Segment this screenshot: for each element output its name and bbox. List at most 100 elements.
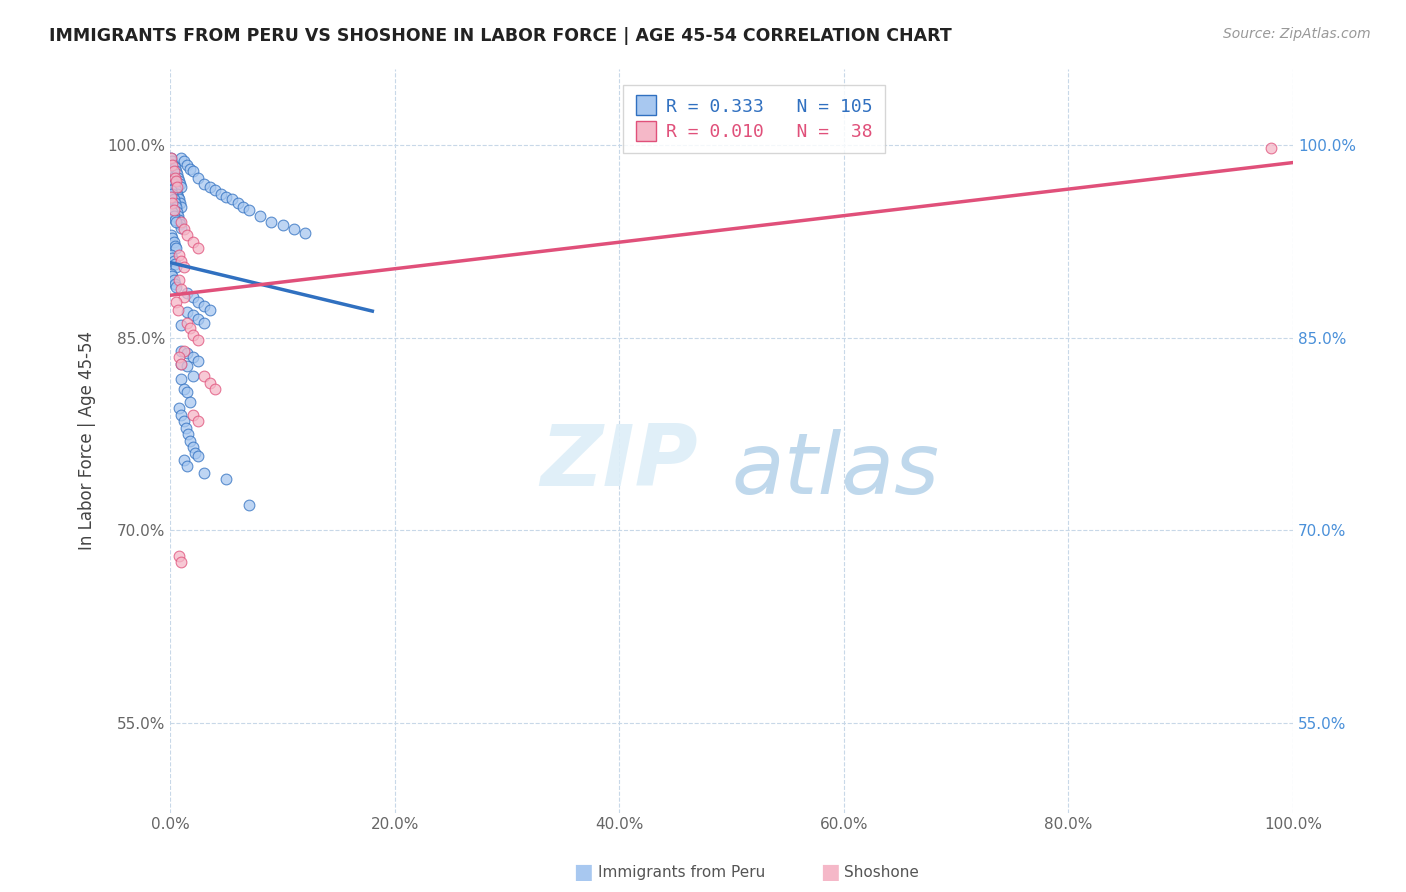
- Point: [204, 183, 226, 197]
- Point: [173, 414, 195, 428]
- Point: [162, 269, 184, 284]
- Point: [165, 200, 187, 214]
- Point: [226, 196, 249, 211]
- Point: [179, 395, 201, 409]
- Point: [193, 177, 215, 191]
- Point: [181, 328, 204, 343]
- Point: [294, 226, 316, 240]
- Point: [163, 256, 186, 270]
- Point: [163, 277, 186, 291]
- Point: [167, 302, 190, 317]
- Point: [162, 205, 184, 219]
- Point: [166, 205, 188, 219]
- Point: [193, 466, 215, 480]
- Point: [167, 549, 190, 563]
- Point: [162, 174, 184, 188]
- Point: [162, 187, 184, 202]
- Point: [176, 316, 198, 330]
- Point: [170, 357, 193, 371]
- Point: [204, 382, 226, 396]
- Point: [162, 196, 184, 211]
- Point: [162, 235, 184, 249]
- Point: [170, 200, 193, 214]
- Point: [163, 196, 186, 211]
- Point: [181, 290, 204, 304]
- Point: [162, 202, 184, 217]
- Point: [181, 408, 204, 422]
- Point: [187, 354, 209, 368]
- Point: [170, 408, 193, 422]
- Point: [167, 273, 190, 287]
- Point: [166, 167, 188, 181]
- Point: [162, 209, 184, 223]
- Point: [193, 369, 215, 384]
- Point: [181, 440, 204, 454]
- Point: [173, 260, 195, 275]
- Point: [179, 434, 201, 448]
- Point: [176, 228, 198, 243]
- Point: [163, 170, 186, 185]
- Point: [173, 343, 195, 358]
- Point: [165, 279, 187, 293]
- Point: [165, 260, 187, 275]
- Point: [160, 267, 183, 281]
- Point: [165, 295, 187, 310]
- Point: [160, 190, 183, 204]
- Point: [176, 459, 198, 474]
- Point: [162, 193, 184, 207]
- Point: [170, 254, 193, 268]
- Point: [160, 183, 183, 197]
- Point: [165, 164, 187, 178]
- Point: [166, 179, 188, 194]
- Point: [209, 187, 232, 202]
- Point: [238, 202, 260, 217]
- Point: [162, 254, 184, 268]
- Point: [181, 164, 204, 178]
- Point: [184, 446, 207, 460]
- Point: [170, 343, 193, 358]
- Text: ZIP: ZIP: [540, 421, 697, 504]
- Point: [198, 376, 221, 390]
- Text: ■: ■: [820, 863, 839, 882]
- Point: [170, 555, 193, 569]
- Text: Source: ZipAtlas.com: Source: ZipAtlas.com: [1223, 27, 1371, 41]
- Point: [173, 153, 195, 168]
- Point: [162, 177, 184, 191]
- Point: [215, 472, 238, 486]
- Point: [193, 299, 215, 313]
- Point: [162, 158, 184, 172]
- Point: [169, 217, 191, 231]
- Point: [173, 222, 195, 236]
- Point: [198, 302, 221, 317]
- Text: ■: ■: [574, 863, 593, 882]
- Point: [176, 158, 198, 172]
- Point: [163, 213, 186, 227]
- Point: [221, 193, 243, 207]
- Text: IMMIGRANTS FROM PERU VS SHOSHONE IN LABOR FORCE | AGE 45-54 CORRELATION CHART: IMMIGRANTS FROM PERU VS SHOSHONE IN LABO…: [49, 27, 952, 45]
- Point: [181, 369, 204, 384]
- Point: [176, 305, 198, 319]
- Point: [170, 151, 193, 165]
- Text: Shoshone: Shoshone: [844, 865, 918, 880]
- Point: [181, 350, 204, 364]
- Point: [176, 384, 198, 399]
- Point: [170, 372, 193, 386]
- Point: [160, 247, 183, 261]
- Point: [176, 285, 198, 300]
- Point: [187, 311, 209, 326]
- Point: [167, 190, 190, 204]
- Point: [165, 183, 187, 197]
- Point: [160, 202, 183, 217]
- Point: [162, 153, 184, 168]
- Point: [238, 498, 260, 512]
- Point: [232, 200, 254, 214]
- Point: [174, 420, 197, 434]
- Point: [160, 151, 183, 165]
- Point: [160, 170, 183, 185]
- Point: [169, 177, 191, 191]
- Point: [170, 179, 193, 194]
- Point: [187, 414, 209, 428]
- Text: atlas: atlas: [731, 429, 939, 512]
- Point: [170, 357, 193, 371]
- Point: [179, 320, 201, 334]
